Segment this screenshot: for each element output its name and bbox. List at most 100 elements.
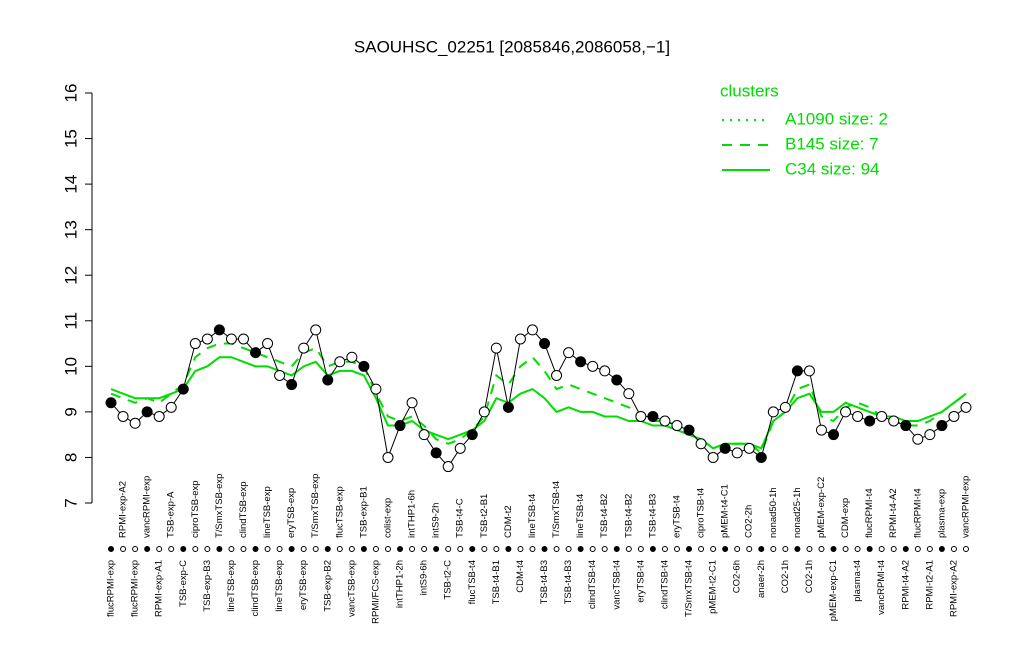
x-tick-label: clindTSB-t4 — [587, 560, 598, 609]
data-point — [213, 324, 225, 336]
data-point — [563, 347, 575, 359]
rug-dot — [673, 546, 680, 552]
rug-dot — [360, 546, 367, 552]
data-point — [201, 333, 213, 345]
data-point — [912, 433, 924, 445]
data-line — [110, 328, 967, 468]
x-tick-label: RPMI-exp-A1 — [154, 560, 165, 617]
x-tick-label: pMEM-exp-C2 — [816, 477, 827, 538]
data-point — [743, 442, 755, 454]
data-point — [370, 383, 382, 395]
rug-dot — [890, 546, 897, 552]
x-tick-label: nonad50-1h — [768, 487, 779, 538]
rug-dot — [649, 546, 656, 552]
rug-dot — [818, 546, 825, 552]
rug-dot — [950, 546, 957, 552]
rug-dot — [481, 546, 488, 552]
x-tick-label: CDM-exp — [840, 498, 851, 538]
data-point — [683, 424, 695, 436]
rug-dot — [120, 546, 127, 552]
x-tick-label: vancRPMI-t4 — [876, 560, 887, 615]
data-point — [611, 374, 623, 386]
legend-title: clusters — [720, 81, 779, 100]
data-point — [502, 401, 514, 413]
data-point — [852, 410, 864, 422]
data-point — [442, 461, 454, 473]
rug-dot — [938, 546, 945, 552]
rug-dot — [469, 546, 476, 552]
data-point — [346, 351, 358, 363]
y-tick-label: 12 — [61, 266, 80, 285]
x-tick-label: flucRPMI-exp — [130, 560, 141, 617]
data-point — [864, 415, 876, 427]
x-tick-label: vancTSB-exp — [346, 560, 357, 617]
x-tick-label: TSB-t2-C — [443, 560, 454, 600]
x-tick-label: RPMI-t2-A1 — [924, 560, 935, 610]
x-tick-label: CO2-2h — [744, 505, 755, 538]
rug-dot — [372, 546, 379, 552]
rug-dot — [409, 546, 416, 552]
rug-dot — [541, 546, 548, 552]
rug-dot — [734, 546, 741, 552]
x-tick-label: eryTSB-t4 — [635, 560, 646, 603]
x-tick-label: RPMI-t4-A2 — [900, 560, 911, 610]
rug-dot — [601, 546, 608, 552]
data-point — [310, 324, 322, 336]
x-tick-label: eryTSB-t4 — [671, 495, 682, 538]
data-point — [900, 420, 912, 432]
chart-title: SAOUHSC_02251 [2085846,2086058,−1] — [354, 37, 670, 56]
x-tick-label: CO2-1h — [804, 560, 815, 593]
rug-dot — [336, 546, 343, 552]
rug-dot — [252, 546, 259, 552]
x-tick-label: colist-exp — [382, 498, 393, 538]
data-point — [298, 342, 310, 354]
rug-dot — [421, 546, 428, 552]
data-point — [250, 347, 262, 359]
rug-dot — [794, 546, 801, 552]
data-point — [623, 388, 635, 400]
data-point — [659, 415, 671, 427]
x-tick-label: CDM-t2 — [503, 505, 514, 538]
rug-dot — [902, 546, 909, 552]
legend-label: C34 size: 94 — [785, 159, 880, 178]
rug-dot — [312, 546, 319, 552]
rug-dot — [384, 546, 391, 552]
data-point — [707, 451, 719, 463]
data-point — [635, 410, 647, 422]
rug-dot — [168, 546, 175, 552]
x-tick-label: TSB-t2-B1 — [479, 494, 490, 538]
rug-dot — [108, 546, 115, 552]
rug-dot — [758, 546, 765, 552]
x-tick-label: RPMI-exp-A2 — [948, 560, 959, 617]
data-point — [129, 417, 141, 429]
data-point — [575, 356, 587, 368]
data-point — [755, 451, 767, 463]
x-tick-label: lineTSB-exp — [262, 486, 273, 538]
y-tick-label: 16 — [61, 84, 80, 103]
y-tick-label: 7 — [61, 498, 80, 507]
x-tick-label: T/SmxTSB-t4 — [551, 481, 562, 538]
y-tick-label: 15 — [61, 129, 80, 148]
data-point — [141, 406, 153, 418]
data-point — [406, 397, 418, 409]
data-point — [526, 324, 538, 336]
x-tick-label: pMEM-t4-C1 — [720, 484, 731, 538]
x-tick-label: clindTSB-t4 — [659, 560, 670, 609]
rug-dot — [529, 546, 536, 552]
rug-dot — [457, 546, 464, 552]
x-tick-label: TSB-exp-B1 — [358, 486, 369, 538]
rug-dot — [962, 546, 969, 552]
x-tick-label: nonad25-1h — [792, 487, 803, 538]
x-tick-label: vancRPMI-exp — [960, 476, 971, 538]
data-point — [587, 360, 599, 372]
data-point — [189, 338, 201, 350]
data-point — [936, 420, 948, 432]
rug-dot — [300, 546, 307, 552]
x-tick-label: CO2-1h — [780, 560, 791, 593]
x-tick-label: flucRPMI-exp — [106, 560, 117, 617]
x-tick-label: RPMI/FCS-exp — [370, 560, 381, 624]
x-tick-label: TSB-t4-B3 — [647, 494, 658, 538]
rug-dot — [637, 546, 644, 552]
x-tick-label: TSB-t4-B3 — [563, 560, 574, 604]
x-tick-label: vancRPMI-exp — [142, 476, 153, 538]
